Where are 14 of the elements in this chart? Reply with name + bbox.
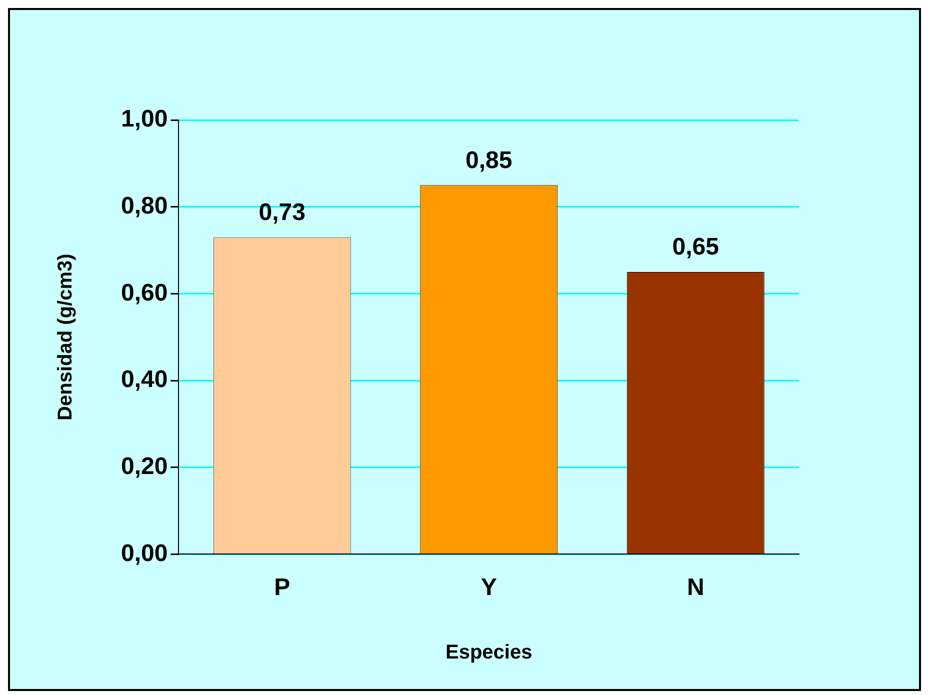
y-tick-label: 0,60 bbox=[120, 279, 168, 306]
y-tick-label: 0,40 bbox=[120, 366, 168, 394]
y-tick-label: 0,20 bbox=[120, 452, 168, 480]
y-tick-label: 1,00 bbox=[120, 106, 168, 133]
data-label: 0,73 bbox=[258, 198, 306, 226]
data-label: 0,85 bbox=[465, 146, 512, 174]
y-tick-label: 0,00 bbox=[120, 540, 168, 567]
x-axis-title: Especies bbox=[445, 642, 532, 664]
x-tick-label: Y bbox=[480, 574, 497, 602]
data-label: 0,65 bbox=[672, 234, 719, 261]
x-tick-label: P bbox=[274, 574, 290, 602]
x-tick-label: N bbox=[686, 574, 704, 602]
y-tick-label: 0,80 bbox=[120, 192, 168, 220]
y-axis-title: Densidad (g/cm3) bbox=[54, 254, 77, 420]
